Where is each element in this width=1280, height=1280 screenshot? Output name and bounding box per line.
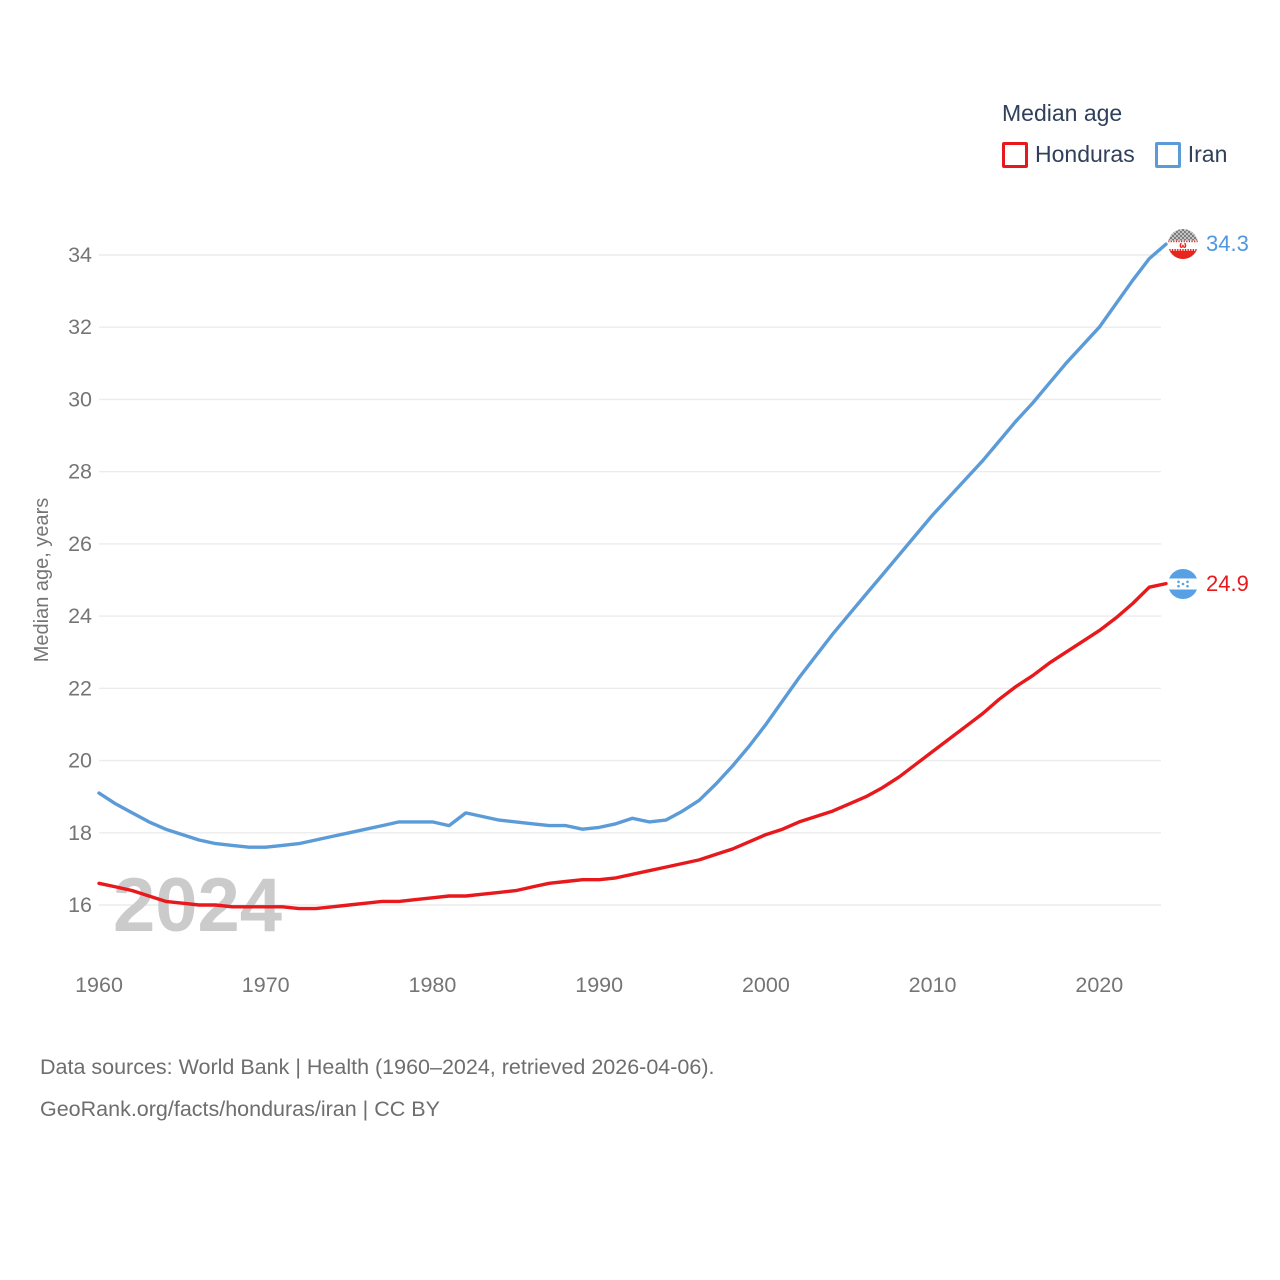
iran-flag-icon: ω	[1168, 229, 1198, 259]
legend: Median age Honduras Iran	[1002, 100, 1227, 168]
tick-labels-layer: 16 18 20 22 24 26 28 30 32 34 1960 1970 1980 1990 2000…	[68, 243, 1123, 997]
legend-item-label-honduras: Honduras	[1035, 141, 1135, 167]
legend-title: Median age	[1002, 100, 1123, 126]
y-axis-title: Median age, years	[31, 497, 53, 663]
x-tick-label: 1970	[242, 973, 290, 997]
series-lines-layer	[97, 242, 1168, 911]
x-tick-label: 2020	[1075, 973, 1123, 997]
legend-item-honduras[interactable]: Honduras	[1002, 141, 1135, 168]
honduras-end-value-label: 24.9	[1206, 571, 1249, 596]
iran-series-swatch	[1154, 141, 1181, 168]
honduras-series-swatch	[1002, 141, 1028, 168]
y-tick-label: 20	[68, 749, 92, 773]
footer: Data sources: World Bank | Health (1960–…	[40, 1046, 714, 1130]
honduras-flag-icon	[1168, 569, 1198, 599]
footer-data-sources: Data sources: World Bank | Health (1960–…	[40, 1055, 715, 1079]
y-tick-label: 26	[68, 532, 92, 556]
svg-text:ω: ω	[1179, 241, 1187, 251]
y-tick-label: 32	[68, 315, 92, 339]
y-tick-label: 24	[68, 604, 92, 628]
y-tick-label: 28	[68, 460, 92, 484]
y-tick-label: 16	[68, 893, 92, 917]
legend-item-iran[interactable]: Iran	[1154, 141, 1228, 168]
legend-items: Honduras Iran	[1002, 141, 1227, 168]
series-line-honduras[interactable]	[97, 581, 1168, 911]
y-tick-label: 18	[68, 821, 92, 845]
legend-item-label-iran: Iran	[1187, 141, 1228, 167]
series-line-iran[interactable]	[97, 242, 1168, 849]
y-tick-label: 34	[68, 243, 92, 267]
y-tick-label: 30	[68, 387, 92, 411]
x-tick-label: 1960	[75, 973, 123, 997]
x-tick-label: 2000	[742, 973, 790, 997]
x-tick-label: 1990	[575, 973, 623, 997]
x-tick-label: 1980	[409, 973, 457, 997]
gridlines-layer	[99, 254, 1161, 906]
x-tick-label: 2010	[909, 973, 957, 997]
footer-attribution-link: GeoRank.org/facts/honduras/iran | CC BY	[40, 1097, 440, 1121]
y-tick-label: 22	[68, 676, 92, 700]
iran-end-value-label: 34.3	[1206, 231, 1249, 256]
